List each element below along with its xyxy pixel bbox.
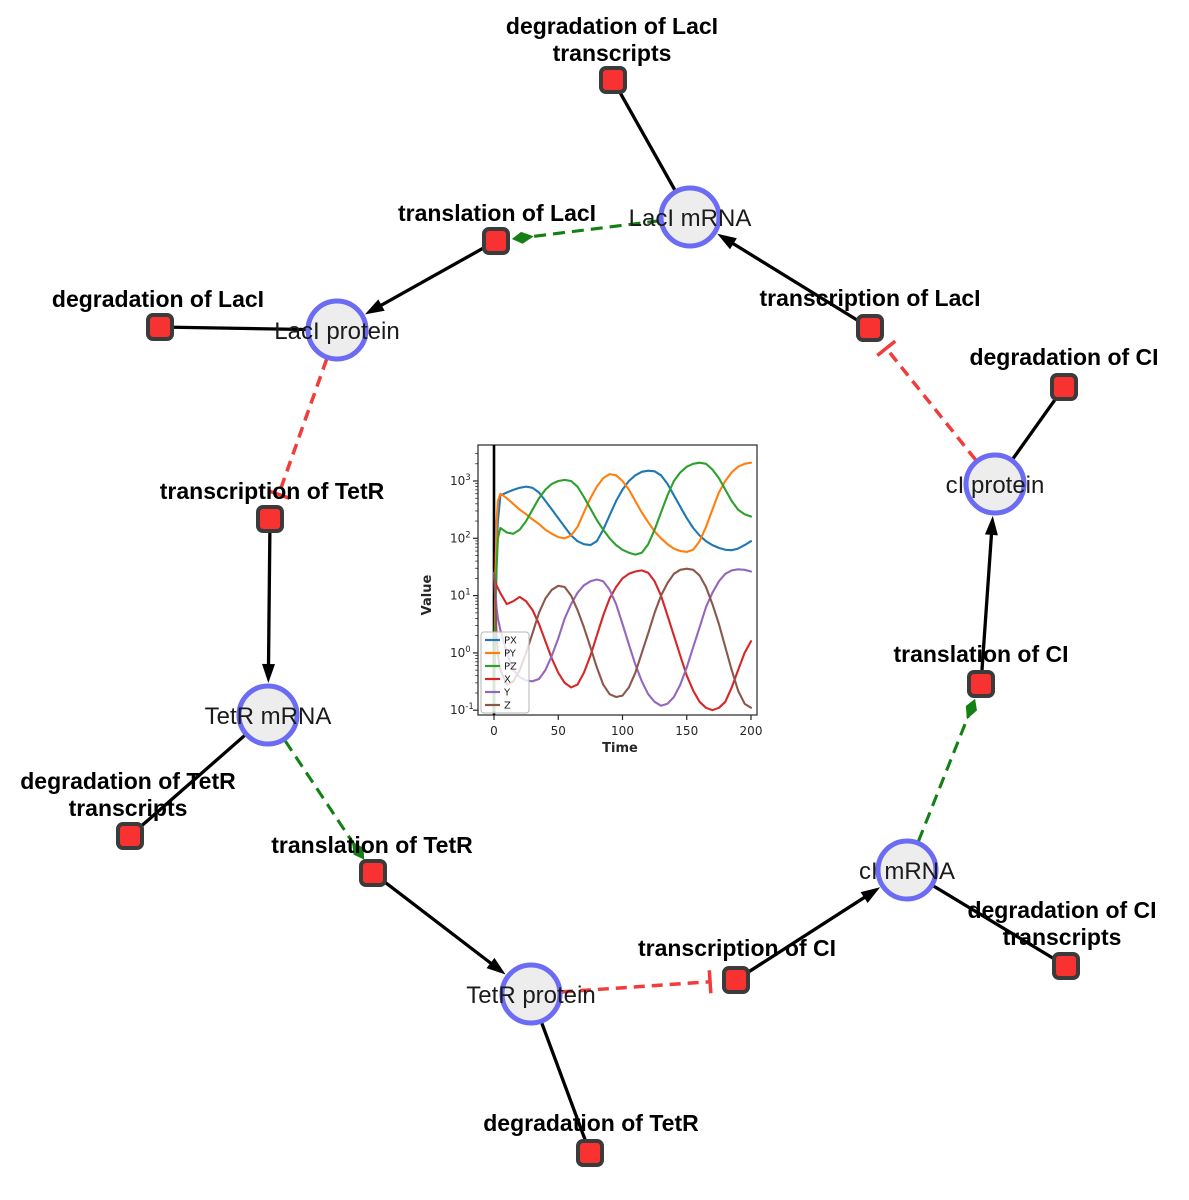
reaction-label-translation-of-ci: translation of CI xyxy=(893,641,1068,667)
reaction-label-degradation-of-tetr-transcripts-line1: degradation of TetR xyxy=(20,768,236,794)
edge-production-transcription-of-ci-to-ci-mrna xyxy=(746,887,881,974)
arrowhead-icon xyxy=(364,299,385,315)
species-node-ci-mrna xyxy=(875,838,939,902)
species-label-ci-protein: cI protein xyxy=(946,472,1045,499)
x-tick-label: 50 xyxy=(551,724,566,738)
reaction-label-degradation-of-ci-transcripts-line2: transcripts xyxy=(1003,924,1122,950)
edge-production-transcription-of-laci-to-laci-mrna xyxy=(717,233,859,323)
reaction-node-degradation-of-ci xyxy=(1050,373,1078,401)
edge-consumption-laci-mrna-to-degradation-of-laci-transcripts xyxy=(618,91,677,191)
reaction-node-translation-of-laci xyxy=(482,227,510,255)
reaction-label-transcription-of-laci: transcription of LacI xyxy=(759,285,980,311)
legend-label-PZ: PZ xyxy=(504,662,517,673)
reaction-node-degradation-of-tetr-transcripts xyxy=(116,822,144,850)
arrowhead-icon xyxy=(262,663,276,684)
species-label-laci-mrna: LacI mRNA xyxy=(629,205,752,232)
edge-production-translation-of-laci-to-laci-protein xyxy=(364,246,485,315)
arrowhead-icon xyxy=(717,233,737,250)
legend-label-X: X xyxy=(504,675,511,686)
arrowhead-icon xyxy=(486,957,506,975)
species-node-ci-protein xyxy=(963,452,1027,516)
chart-legend: PX PY PZ XYZ xyxy=(480,631,530,714)
modifier-arrowhead-icon xyxy=(965,698,977,720)
labels-layer: degradation of LacItranscriptstranslatio… xyxy=(20,13,1158,1136)
inhibition-tbar-icon xyxy=(876,339,897,357)
species-node-laci-mrna xyxy=(658,185,722,249)
inhibition-tbar-icon xyxy=(707,970,713,994)
edge-inhibition-tetr-protein-to-transcription-of-ci xyxy=(561,970,713,994)
edge-modifier-tetr-mrna-to-translation-of-tetr xyxy=(283,739,365,860)
reaction-node-transcription-of-ci xyxy=(722,966,750,994)
reaction-label-translation-of-tetr: translation of TetR xyxy=(271,832,473,858)
chart-series-PY xyxy=(492,461,753,712)
reaction-node-degradation-of-tetr xyxy=(576,1139,604,1167)
edge-consumption-tetr-mrna-to-degradation-of-tetr-transcripts xyxy=(139,734,246,829)
reaction-node-translation-of-ci xyxy=(967,670,995,698)
reaction-node-transcription-of-tetr xyxy=(256,505,284,533)
edge-consumption-laci-protein-to-degradation-of-laci xyxy=(173,325,307,332)
reaction-node-degradation-of-laci-transcripts xyxy=(599,66,627,94)
reaction-label-translation-of-laci: translation of LacI xyxy=(398,200,596,226)
x-tick-label: 100 xyxy=(611,724,634,738)
edge-production-translation-of-ci-to-ci-protein xyxy=(980,515,998,671)
reaction-label-transcription-of-tetr: transcription of TetR xyxy=(160,478,385,504)
chart-series-PZ xyxy=(492,461,753,712)
reaction-label-degradation-of-laci-transcripts-line1: degradation of LacI xyxy=(506,13,718,39)
arrowhead-icon xyxy=(984,515,998,536)
chart-series-X xyxy=(492,569,753,712)
edge-inhibition-laci-protein-to-transcription-of-tetr xyxy=(267,358,329,500)
species-label-tetr-mrna: TetR mRNA xyxy=(205,703,332,730)
modifier-arrowhead-icon xyxy=(351,841,365,860)
reaction-label-degradation-of-tetr: degradation of TetR xyxy=(483,1110,699,1136)
species-label-tetr-protein: TetR protein xyxy=(466,982,595,1009)
edges-layer xyxy=(139,91,1058,1141)
edge-consumption-ci-mrna-to-degradation-of-ci-transcripts xyxy=(932,884,1055,961)
species-node-tetr-mrna xyxy=(236,683,300,747)
x-tick-label: 0 xyxy=(490,724,498,738)
legend-label-Y: Y xyxy=(503,688,511,699)
inhibition-tbar-icon xyxy=(267,489,291,500)
chart-ylabel: Value xyxy=(420,574,435,615)
timecourse-inset-chart: 0 50 100 150 20010-1100101102103TimeValuePXP… xyxy=(415,428,785,783)
legend-label-PY: PY xyxy=(504,649,517,660)
species-label-laci-protein: LacI protein xyxy=(274,318,399,345)
legend-label-Z: Z xyxy=(504,701,511,712)
reaction-node-degradation-of-laci xyxy=(146,313,174,341)
chart-series-PX xyxy=(492,469,753,712)
edge-inhibition-ci-protein-to-transcription-of-laci xyxy=(876,339,977,461)
edge-modifier-laci-mrna-to-translation-of-laci xyxy=(511,219,660,244)
species-label-ci-mrna: cI mRNA xyxy=(859,858,955,885)
reaction-label-degradation-of-ci: degradation of CI xyxy=(969,344,1158,370)
reaction-node-translation-of-tetr xyxy=(359,859,387,887)
reaction-label-degradation-of-ci-transcripts-line1: degradation of CI xyxy=(967,897,1156,923)
x-tick-label: 150 xyxy=(675,724,698,738)
reaction-node-transcription-of-laci xyxy=(856,314,884,342)
nodes-layer xyxy=(116,66,1080,1167)
species-node-laci-protein xyxy=(305,298,369,362)
species-node-tetr-protein xyxy=(499,962,563,1026)
edge-modifier-ci-mrna-to-translation-of-ci xyxy=(917,698,977,842)
edge-production-transcription-of-tetr-to-tetr-mrna xyxy=(262,532,276,684)
legend-label-PX: PX xyxy=(504,636,517,647)
reaction-label-degradation-of-laci-transcripts-line2: transcripts xyxy=(553,40,672,66)
edge-production-translation-of-tetr-to-tetr-protein xyxy=(383,880,506,975)
x-tick-label: 200 xyxy=(740,724,763,738)
modifier-arrowhead-icon xyxy=(511,231,534,244)
arrowhead-icon xyxy=(860,887,881,904)
chart-xlabel: Time xyxy=(602,741,638,756)
reaction-label-degradation-of-laci: degradation of LacI xyxy=(52,286,264,312)
reaction-node-degradation-of-ci-transcripts xyxy=(1052,952,1080,980)
edge-consumption-tetr-protein-to-degradation-of-tetr xyxy=(540,1022,587,1141)
reaction-label-degradation-of-tetr-transcripts-line2: transcripts xyxy=(69,795,188,821)
edge-consumption-ci-protein-to-degradation-of-ci xyxy=(1011,397,1058,460)
reaction-label-transcription-of-ci: transcription of CI xyxy=(638,935,836,961)
